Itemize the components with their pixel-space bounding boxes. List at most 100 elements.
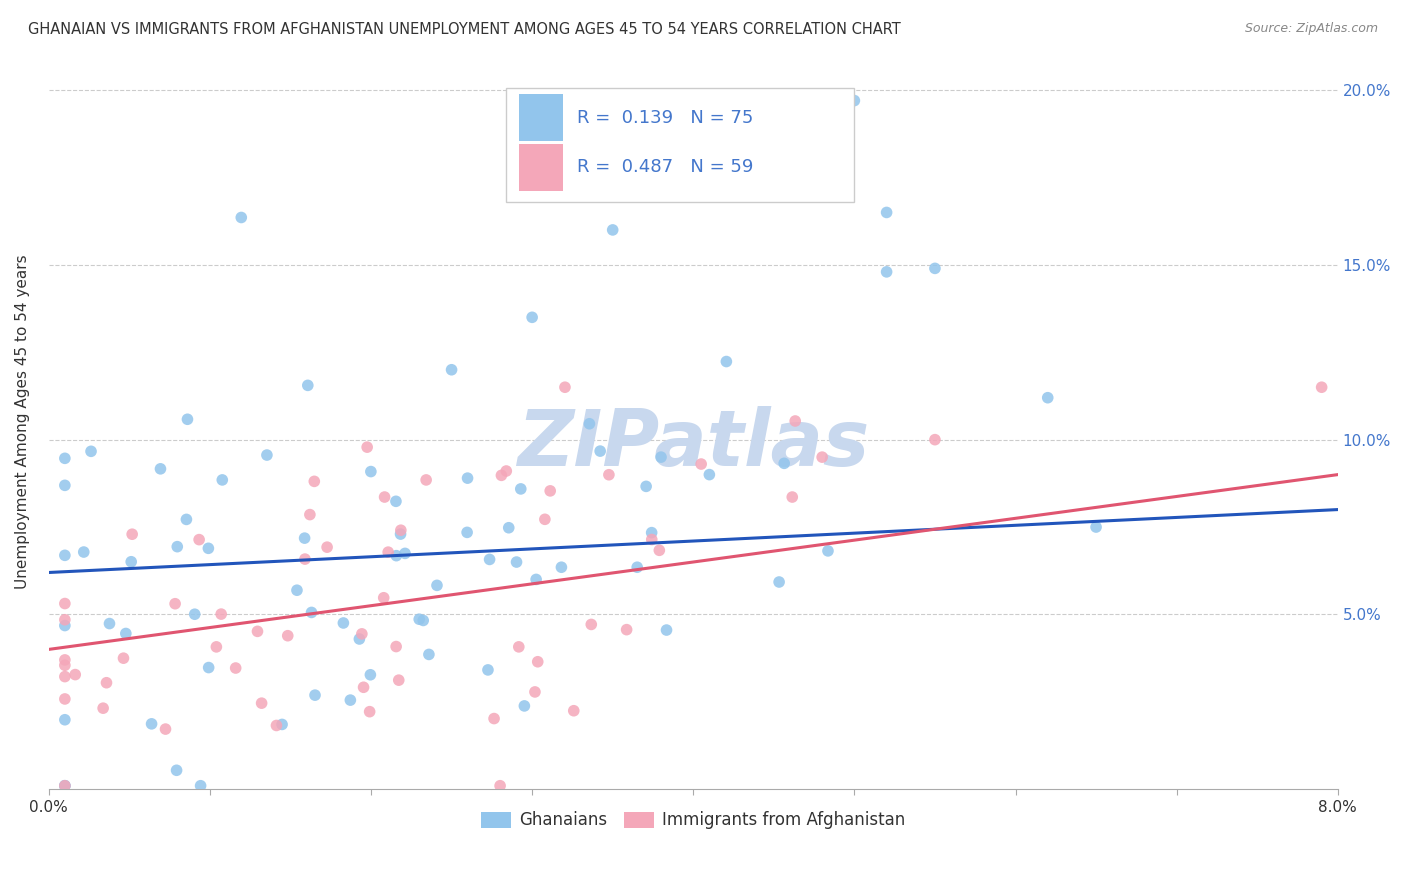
Point <box>650 450 672 464</box>
Point <box>520 310 543 325</box>
Point <box>53 478 76 492</box>
Point <box>562 704 585 718</box>
Point <box>554 380 576 394</box>
Point <box>1310 380 1333 394</box>
Y-axis label: Unemployment Among Ages 45 to 54 years: Unemployment Among Ages 45 to 54 years <box>15 255 30 590</box>
Point <box>53 779 76 793</box>
Point <box>304 475 326 489</box>
Point <box>332 615 354 630</box>
Point <box>768 574 790 589</box>
Point <box>73 545 96 559</box>
Point <box>616 623 638 637</box>
Point <box>98 616 121 631</box>
Point <box>266 718 288 732</box>
Point <box>505 555 527 569</box>
Point <box>225 661 247 675</box>
Point <box>165 597 187 611</box>
Point <box>53 713 76 727</box>
Point <box>53 653 76 667</box>
Point <box>508 640 530 654</box>
Point <box>188 533 211 547</box>
Point <box>277 629 299 643</box>
Point <box>780 490 803 504</box>
Text: ZIPatlas: ZIPatlas <box>517 406 869 483</box>
Point <box>316 540 339 554</box>
Point <box>716 354 738 368</box>
Point <box>495 464 517 478</box>
Point <box>349 632 371 646</box>
Point <box>489 779 512 793</box>
Point <box>304 688 326 702</box>
Point <box>456 525 478 540</box>
Point <box>205 640 228 654</box>
Point <box>690 457 713 471</box>
Point <box>350 627 373 641</box>
FancyBboxPatch shape <box>519 144 562 191</box>
Point <box>426 578 449 592</box>
Point <box>53 658 76 673</box>
Point <box>298 508 321 522</box>
Point <box>53 618 76 632</box>
Point <box>53 597 76 611</box>
Point <box>513 698 536 713</box>
Point <box>294 552 316 566</box>
Point <box>626 560 648 574</box>
Point <box>389 527 412 541</box>
FancyBboxPatch shape <box>519 94 562 141</box>
Point <box>53 670 76 684</box>
Point <box>498 521 520 535</box>
Point <box>538 483 561 498</box>
Point <box>550 560 572 574</box>
Point <box>876 205 898 219</box>
Point <box>121 527 143 541</box>
Point <box>876 265 898 279</box>
Point <box>415 473 437 487</box>
Point <box>96 675 118 690</box>
Point <box>699 467 721 482</box>
Text: R =  0.139   N = 75: R = 0.139 N = 75 <box>578 109 754 127</box>
Point <box>640 525 662 540</box>
Point <box>115 626 138 640</box>
Point <box>166 540 188 554</box>
Point <box>197 660 219 674</box>
Point <box>53 613 76 627</box>
Point <box>524 573 547 587</box>
Point <box>246 624 269 639</box>
Text: GHANAIAN VS IMMIGRANTS FROM AFGHANISTAN UNEMPLOYMENT AMONG AGES 45 TO 54 YEARS C: GHANAIAN VS IMMIGRANTS FROM AFGHANISTAN … <box>28 22 901 37</box>
Point <box>53 692 76 706</box>
Point <box>91 701 114 715</box>
Point <box>149 462 172 476</box>
Point <box>581 617 603 632</box>
Point <box>523 685 546 699</box>
Point <box>636 479 658 493</box>
Point <box>440 363 463 377</box>
Point <box>811 450 834 464</box>
Point <box>385 494 408 508</box>
Point <box>294 531 316 545</box>
Point <box>773 456 796 470</box>
Point <box>374 490 396 504</box>
Point <box>53 451 76 466</box>
Point <box>578 417 600 431</box>
Point <box>1036 391 1059 405</box>
Point <box>166 764 188 778</box>
Point <box>297 378 319 392</box>
Point <box>385 549 408 563</box>
Point <box>602 223 624 237</box>
Point <box>250 696 273 710</box>
Point <box>534 512 557 526</box>
Point <box>924 261 946 276</box>
Point <box>526 655 548 669</box>
Point <box>648 543 671 558</box>
Point <box>655 623 678 637</box>
Text: R =  0.487   N = 59: R = 0.487 N = 59 <box>578 159 754 177</box>
Point <box>120 555 142 569</box>
Point <box>478 552 501 566</box>
Legend: Ghanaians, Immigrants from Afghanistan: Ghanaians, Immigrants from Afghanistan <box>474 805 912 836</box>
Point <box>412 614 434 628</box>
Point <box>183 607 205 622</box>
Point <box>385 640 408 654</box>
Text: Source: ZipAtlas.com: Source: ZipAtlas.com <box>1244 22 1378 36</box>
Point <box>112 651 135 665</box>
Point <box>53 779 76 793</box>
